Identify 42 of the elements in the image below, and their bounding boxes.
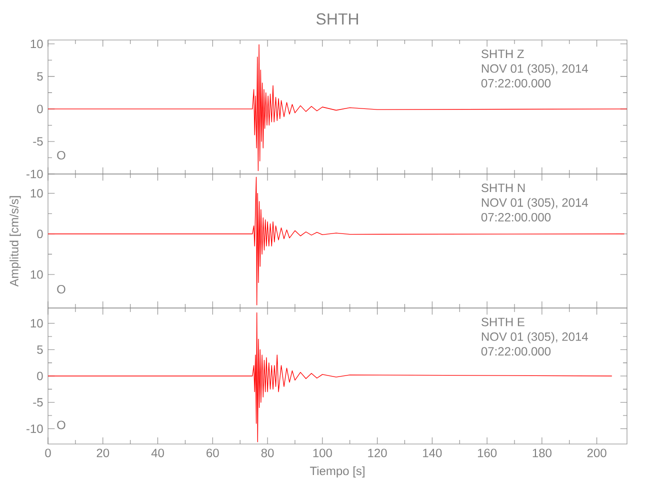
annotation: O <box>57 420 66 430</box>
x-tick-label: 40 <box>151 448 164 458</box>
annotation: NOV 01 (305), 2014 <box>482 332 588 344</box>
x-tick-label: 100 <box>313 448 332 458</box>
y-tick-label: 0 <box>37 104 43 114</box>
y-tick-label: 10 <box>30 270 43 279</box>
x-tick-label: 200 <box>587 448 606 458</box>
y-tick-label: 10 <box>30 189 43 198</box>
x-tick-label: 20 <box>96 448 110 458</box>
x-tick-label: 0 <box>45 448 51 458</box>
y-tick-label: -5 <box>33 398 43 407</box>
x-tick-label: 140 <box>423 448 442 458</box>
annotation: O <box>57 150 66 160</box>
annotation: O <box>57 284 66 294</box>
y-tick-label: -10 <box>26 424 43 433</box>
x-tick-label: 160 <box>478 448 497 458</box>
annotation: 07:22:00.000 <box>481 78 551 88</box>
y-tick-label: 10 <box>30 40 43 48</box>
line-series <box>48 312 612 442</box>
y-axis-title: Amplitud [cm/s/s] <box>10 196 21 287</box>
x-tick-label: 80 <box>261 448 274 458</box>
annotation: SHTH Z <box>482 50 524 58</box>
chart-title: SHTH <box>316 13 358 25</box>
annotation: 07:22:00.000 <box>481 347 551 356</box>
x-tick-label: 120 <box>368 448 387 458</box>
y-tick-label: 0 <box>37 372 43 380</box>
y-tick-label: -10 <box>26 170 43 178</box>
y-tick-label: 0 <box>37 230 43 238</box>
y-tick-label: -5 <box>33 137 43 146</box>
y-tick-label: 10 <box>30 319 43 328</box>
x-axis-title: Tiempo [s] <box>310 466 364 478</box>
annotation: NOV 01 (305), 2014 <box>482 64 588 76</box>
line-series <box>48 44 627 172</box>
annotation: SHTH E <box>482 318 524 326</box>
y-tick-label: 5 <box>37 345 43 354</box>
x-tick-label: 180 <box>532 448 552 458</box>
annotation: 07:22:00.000 <box>481 212 551 222</box>
line-series <box>48 176 625 306</box>
x-tick-label: 60 <box>206 448 219 458</box>
annotation: NOV 01 (305), 2014 <box>482 198 588 210</box>
y-tick-label: 5 <box>37 72 43 81</box>
annotation: SHTH N <box>482 184 525 192</box>
